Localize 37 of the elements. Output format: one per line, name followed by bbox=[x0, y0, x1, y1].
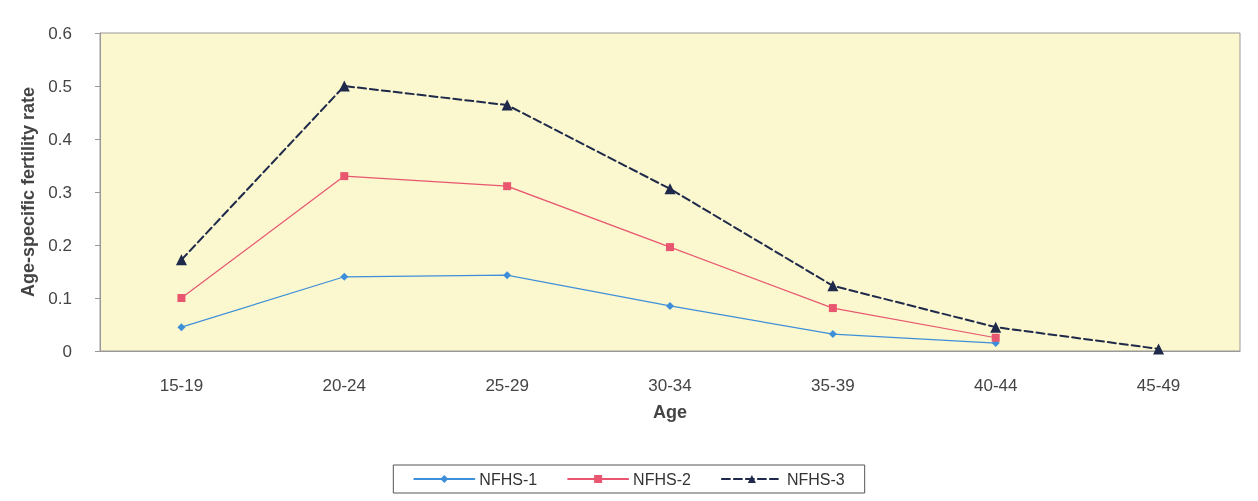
point bbox=[175, 254, 187, 266]
x-tick-label: 30-34 bbox=[648, 376, 692, 395]
point bbox=[177, 294, 186, 302]
point bbox=[503, 182, 512, 191]
point bbox=[501, 99, 513, 111]
point bbox=[827, 280, 839, 292]
y-tick-label: 0 bbox=[62, 341, 72, 361]
x-tick-label: 40-44 bbox=[973, 376, 1018, 395]
point bbox=[828, 304, 837, 313]
x-tick-label: 25-29 bbox=[485, 376, 529, 395]
y-axis-title: Age-specific fertility rate bbox=[18, 86, 39, 298]
point bbox=[664, 183, 676, 195]
point bbox=[338, 80, 350, 92]
legend-label: NFHS-1 bbox=[479, 470, 538, 488]
point bbox=[666, 301, 674, 310]
y-tick-label: 0.2 bbox=[48, 235, 72, 255]
point bbox=[828, 330, 837, 339]
x-tick-label: 15-19 bbox=[159, 376, 204, 395]
y-tick-label: 0.3 bbox=[48, 182, 72, 202]
point bbox=[177, 323, 186, 332]
legend-label: NFHS-3 bbox=[786, 470, 845, 488]
point bbox=[991, 333, 1000, 342]
x-tick-label: 35-39 bbox=[811, 376, 855, 395]
point bbox=[1153, 343, 1165, 355]
point bbox=[340, 272, 349, 281]
x-axis-title: Age bbox=[652, 402, 688, 422]
y-tick-label: 0.4 bbox=[48, 129, 72, 149]
y-tick-label: 0.6 bbox=[48, 23, 72, 43]
point bbox=[340, 172, 349, 181]
x-tick-label: 20-24 bbox=[322, 376, 367, 395]
y-tick-label: 0.1 bbox=[48, 288, 72, 308]
point bbox=[503, 271, 512, 280]
legend-label: NFHS-2 bbox=[633, 470, 691, 488]
point bbox=[990, 321, 1002, 333]
y-tick-label: 0.5 bbox=[48, 76, 72, 96]
x-tick-label: 45-49 bbox=[1136, 376, 1181, 395]
point bbox=[666, 243, 674, 252]
